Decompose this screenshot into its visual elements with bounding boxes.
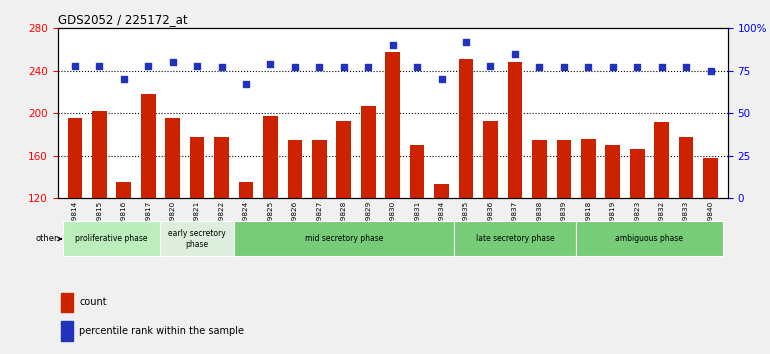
Text: other: other [35, 234, 62, 244]
Bar [263, 116, 278, 198]
Bar [434, 184, 449, 198]
Point [142, 63, 154, 69]
Bar [678, 137, 694, 198]
Point [411, 64, 424, 70]
Text: mid secretory phase: mid secretory phase [305, 234, 383, 244]
Point [460, 39, 472, 45]
Bar [454, 222, 576, 256]
Point [582, 64, 594, 70]
Point [118, 76, 130, 82]
Point [289, 64, 301, 70]
Point [264, 61, 276, 67]
Bar [166, 118, 180, 198]
Point [239, 81, 252, 87]
Text: percentile rank within the sample: percentile rank within the sample [79, 326, 244, 336]
Bar [459, 59, 474, 198]
Bar [61, 321, 73, 341]
Bar [507, 62, 522, 198]
Point [191, 63, 203, 69]
Bar [361, 106, 376, 198]
Text: early secretory
phase: early secretory phase [168, 229, 226, 249]
Text: GDS2052 / 225172_at: GDS2052 / 225172_at [58, 13, 187, 26]
Text: late secretory phase: late secretory phase [476, 234, 554, 244]
Bar [581, 139, 596, 198]
Point [655, 64, 668, 70]
Bar [576, 222, 723, 256]
Bar [214, 137, 229, 198]
Bar [557, 140, 571, 198]
Bar [92, 111, 107, 198]
Bar [654, 122, 669, 198]
Point [607, 64, 619, 70]
Bar [234, 222, 454, 256]
Bar [239, 182, 253, 198]
Point [362, 64, 374, 70]
Point [313, 64, 326, 70]
Text: count: count [79, 297, 107, 307]
Bar [630, 149, 644, 198]
Bar [385, 52, 400, 198]
Text: ambiguous phase: ambiguous phase [615, 234, 684, 244]
Point [534, 64, 546, 70]
Bar [189, 137, 205, 198]
Point [436, 76, 448, 82]
Point [166, 59, 179, 65]
Bar [68, 118, 82, 198]
Bar [703, 158, 718, 198]
Text: proliferative phase: proliferative phase [75, 234, 148, 244]
Bar [287, 140, 303, 198]
Bar [116, 182, 131, 198]
Point [387, 42, 399, 48]
Point [631, 64, 644, 70]
Bar [160, 222, 234, 256]
Point [93, 63, 105, 69]
Point [216, 64, 228, 70]
Bar [532, 140, 547, 198]
Bar [61, 293, 73, 312]
Point [680, 64, 692, 70]
Bar [62, 222, 160, 256]
Bar [410, 145, 424, 198]
Point [509, 51, 521, 57]
Point [337, 64, 350, 70]
Point [705, 68, 717, 74]
Bar [605, 145, 620, 198]
Bar [336, 121, 351, 198]
Point [557, 64, 570, 70]
Bar [141, 94, 156, 198]
Bar [312, 140, 326, 198]
Point [484, 63, 497, 69]
Point [69, 63, 81, 69]
Bar [483, 121, 498, 198]
